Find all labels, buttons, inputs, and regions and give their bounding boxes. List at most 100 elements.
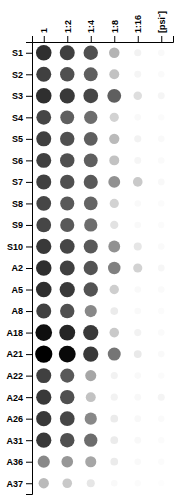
dot	[60, 304, 74, 318]
plot: 11:21:41:81:16[psi⁻]S1S2S3S4S5S6S7S8S9S1…	[6, 11, 173, 495]
dot	[110, 285, 119, 294]
dot	[108, 176, 120, 188]
y-tick-label: A37	[6, 479, 23, 489]
dot	[134, 71, 141, 78]
dot	[36, 433, 51, 448]
y-tick: S5	[12, 134, 32, 144]
dot	[59, 346, 76, 363]
x-tick: 1	[39, 28, 49, 42]
x-tick-label: 1	[39, 28, 49, 33]
dot	[39, 478, 49, 488]
dot	[60, 390, 74, 404]
dot	[158, 308, 164, 314]
y-tick: A37	[6, 479, 32, 489]
y-tick: S3	[12, 91, 32, 101]
y-tick: A21	[6, 349, 32, 359]
y-tick-label: S9	[12, 220, 23, 230]
dot	[107, 89, 121, 103]
dot	[109, 328, 119, 338]
dot	[36, 260, 52, 276]
x-axis-line	[33, 36, 174, 43]
dot	[85, 456, 96, 467]
x-tick: [psi⁻]	[157, 11, 167, 42]
dot	[134, 437, 141, 444]
y-tick-label: A8	[11, 306, 23, 316]
dot	[36, 153, 51, 168]
x-tick-label: 1:16	[133, 15, 143, 33]
dot	[84, 175, 98, 189]
y-axis-line	[26, 43, 33, 495]
y-tick-mark	[26, 96, 32, 97]
dot	[109, 69, 119, 79]
y-tick-label: A18	[6, 328, 23, 338]
dot	[84, 434, 97, 447]
x-tick: 1:4	[86, 20, 96, 42]
dot	[134, 308, 141, 315]
dot	[158, 243, 164, 249]
dot	[36, 110, 51, 125]
dot	[36, 282, 52, 298]
dot	[158, 179, 165, 186]
dot	[110, 436, 118, 444]
dot	[108, 348, 121, 361]
y-tick-mark	[26, 246, 32, 247]
y-tick-label: A24	[6, 393, 23, 403]
y-tick: A26	[6, 414, 32, 424]
dot	[84, 261, 98, 275]
dot	[134, 372, 141, 379]
dot	[36, 88, 52, 104]
y-tick-label: S10	[7, 242, 23, 252]
x-tick-label: 1:4	[86, 20, 96, 33]
dot	[108, 241, 120, 253]
y-axis: S1S2S3S4S5S6S7S8S9S10A2A5A8A18A21A22A24A…	[6, 43, 32, 495]
chart: 11:21:41:81:16[psi⁻]S1S2S3S4S5S6S7S8S9S1…	[0, 0, 179, 500]
dot	[36, 174, 51, 189]
y-tick: A5	[11, 285, 32, 295]
y-tick-label: S8	[12, 199, 23, 209]
dot	[36, 390, 51, 405]
dot	[60, 369, 74, 383]
y-tick: A18	[6, 328, 32, 338]
dot	[60, 282, 75, 297]
y-tick-label: A26	[6, 414, 23, 424]
x-tick-label: 1:2	[63, 20, 73, 33]
dot	[60, 239, 75, 254]
dot	[84, 239, 98, 253]
dot	[158, 372, 164, 378]
y-tick: A36	[6, 457, 32, 467]
dot	[135, 480, 141, 486]
dot	[158, 92, 165, 99]
y-tick-mark	[26, 225, 32, 226]
y-tick-mark	[26, 333, 32, 334]
y-tick-mark	[26, 139, 32, 140]
dot	[134, 135, 141, 142]
y-tick-label: S7	[12, 177, 23, 187]
dot	[84, 132, 98, 146]
dot	[60, 411, 75, 426]
dot	[158, 265, 165, 272]
x-tick: 1:16	[133, 15, 143, 42]
y-tick: S4	[12, 113, 32, 123]
dot	[36, 304, 51, 319]
dot	[134, 157, 141, 164]
y-tick: S7	[12, 177, 32, 187]
dot	[158, 437, 164, 443]
y-tick: A8	[11, 306, 32, 316]
y-tick-label: A5	[11, 285, 23, 295]
y-tick: A24	[6, 393, 32, 403]
x-tick-mark	[114, 36, 115, 42]
x-tick-label: [psi⁻]	[157, 11, 167, 33]
y-tick-mark	[26, 462, 32, 463]
dot	[158, 286, 164, 292]
y-tick-mark	[26, 117, 32, 118]
dot	[83, 346, 98, 361]
dot	[158, 114, 164, 120]
dot	[158, 49, 165, 56]
dot	[84, 111, 97, 124]
dot	[85, 413, 97, 425]
y-tick: S9	[12, 220, 32, 230]
dot	[109, 134, 119, 144]
y-tick: A2	[11, 263, 32, 273]
dot	[110, 113, 119, 122]
y-tick-label: S4	[12, 113, 23, 123]
